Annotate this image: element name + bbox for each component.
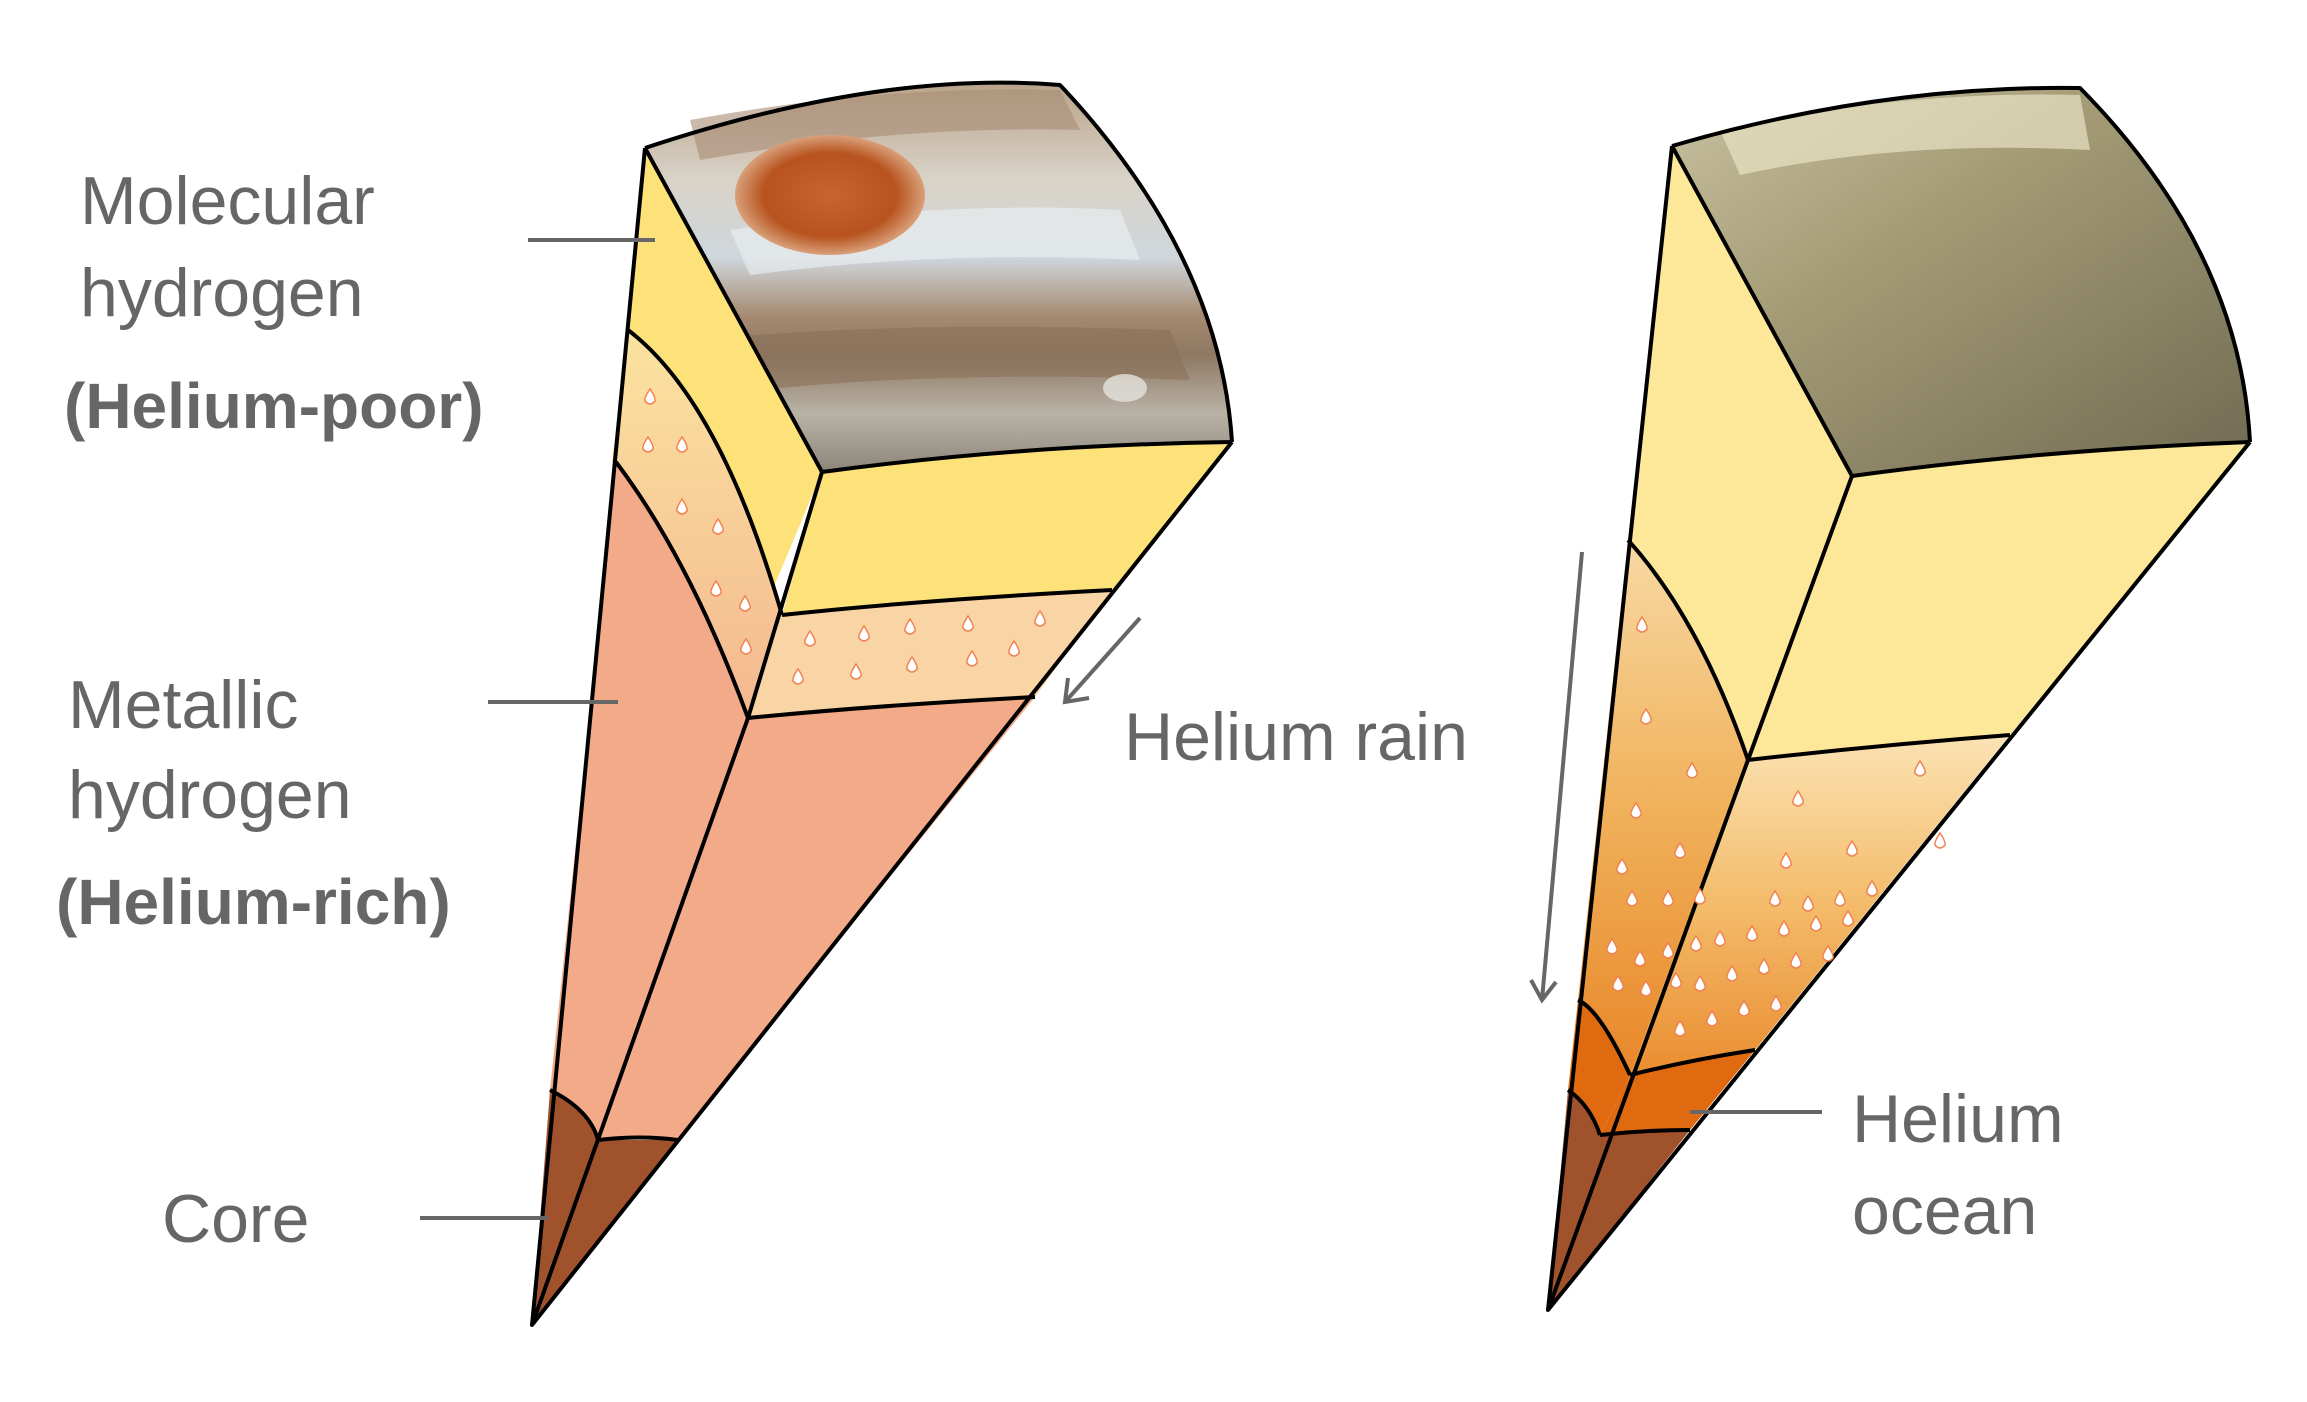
helium-droplet-icon <box>1670 971 1682 989</box>
helium-rain-short-arrow-icon <box>1063 616 1142 704</box>
helium-droplet-icon <box>1706 1009 1718 1027</box>
helium-droplet-icon <box>739 594 751 612</box>
helium-rain-long-arrow-icon <box>1540 551 1584 1001</box>
helium-droplet-icon <box>1616 857 1628 875</box>
helium-droplet-icon <box>1914 759 1926 777</box>
helium-rain-zone-left-face <box>1578 540 1748 1075</box>
saturn-core <box>1548 1090 1690 1310</box>
helium-droplet-icon <box>676 435 688 453</box>
core-label: Core <box>162 1181 309 1257</box>
helium-rain-short-arrowhead <box>1062 677 1090 705</box>
helium-droplets-left <box>642 387 1046 685</box>
metallic-hydrogen-label-line1: Metallic <box>68 667 299 743</box>
helium-droplet-icon <box>1606 937 1618 955</box>
helium-droplet-icon <box>1778 919 1790 937</box>
helium-droplet-icon <box>1842 909 1854 927</box>
helium-droplet-icon <box>1792 789 1804 807</box>
helium-droplet-icon <box>1034 609 1046 627</box>
helium-droplet-icon <box>740 637 752 655</box>
helium-droplet-icon <box>1770 994 1782 1012</box>
helium-droplet-icon <box>1790 951 1802 969</box>
helium-droplet-icon <box>1934 831 1946 849</box>
saturn-wedge <box>1546 85 2252 1312</box>
helium-droplet-icon <box>1626 889 1638 907</box>
helium-droplet-icon <box>966 649 978 667</box>
molecular-hydrogen-layer-right-face <box>782 442 1232 615</box>
molecular-hydrogen-label-line1: Molecular <box>80 163 375 239</box>
great-red-spot <box>735 135 925 255</box>
helium-droplet-icon <box>1769 889 1781 907</box>
helium-droplet-icon <box>1738 999 1750 1017</box>
helium-droplet-icon <box>710 579 722 597</box>
jupiter-wedge <box>530 80 1234 1327</box>
transition-layer-left-face <box>616 330 782 718</box>
helium-droplet-icon <box>642 435 654 453</box>
helium-droplet-icon <box>1686 761 1698 779</box>
helium-droplet-icon <box>904 617 916 635</box>
helium-droplet-icon <box>1694 887 1706 905</box>
helium-droplet-icon <box>1636 615 1648 633</box>
helium-droplet-icon <box>1612 974 1624 992</box>
helium-droplet-icon <box>1726 964 1738 982</box>
helium-droplet-icon <box>1640 707 1652 725</box>
white-oval <box>1103 374 1147 402</box>
helium-droplet-icon <box>1810 914 1822 932</box>
molecular-hydrogen-label-line2: hydrogen <box>80 255 364 331</box>
helium-poor-label: (Helium-poor) <box>64 370 484 442</box>
helium-droplet-icon <box>1008 639 1020 657</box>
helium-droplet-icon <box>1694 974 1706 992</box>
helium-ocean-label-line1: Helium <box>1852 1081 2064 1157</box>
helium-droplet-icon <box>1640 979 1652 997</box>
saturn-cloud-surface <box>1672 87 2250 476</box>
helium-droplet-icon <box>1630 801 1642 819</box>
jupiter-band-1 <box>700 326 1190 390</box>
helium-droplet-icon <box>1662 941 1674 959</box>
helium-droplet-icon <box>676 497 688 515</box>
molecular-hydrogen-layer-right-face-saturn <box>1748 442 2250 760</box>
helium-droplet-icon <box>1822 944 1834 962</box>
helium-rain-label: Helium rain <box>1124 699 1468 775</box>
helium-droplets-right <box>1606 615 1946 1037</box>
helium-droplet-icon <box>906 655 918 673</box>
molecular-hydrogen-layer-left-face-saturn <box>1628 146 1852 760</box>
helium-rain-long-arrowhead <box>1529 979 1558 1004</box>
helium-droplet-icon <box>858 624 870 642</box>
helium-droplet-icon <box>1690 934 1702 952</box>
helium-droplet-icon <box>1834 889 1846 907</box>
helium-droplet-icon <box>1634 949 1646 967</box>
helium-droplet-icon <box>1714 929 1726 947</box>
helium-droplet-icon <box>644 387 656 405</box>
helium-droplet-icon <box>1780 851 1792 869</box>
helium-droplet-icon <box>962 614 974 632</box>
transition-layer-right-face <box>748 590 1112 718</box>
helium-droplet-icon <box>1802 894 1814 912</box>
metallic-hydrogen-layer-right-face <box>598 697 1035 1140</box>
helium-droplet-icon <box>792 667 804 685</box>
helium-droplet-icon <box>1758 957 1770 975</box>
helium-droplet-icon <box>1866 879 1878 897</box>
metallic-hydrogen-label-line2: hydrogen <box>68 757 352 833</box>
helium-droplet-icon <box>1846 839 1858 857</box>
helium-droplet-icon <box>804 629 816 647</box>
jupiter-core <box>532 1090 678 1325</box>
helium-ocean-label-line2: ocean <box>1852 1173 2037 1249</box>
helium-droplet-icon <box>850 662 862 680</box>
helium-droplet-icon <box>1674 1019 1686 1037</box>
helium-rich-label: (Helium-rich) <box>56 866 451 938</box>
helium-droplet-icon <box>1674 841 1686 859</box>
helium-ocean-layer-right-face <box>1600 1050 1755 1135</box>
helium-droplet-icon <box>1662 889 1674 907</box>
helium-rain-zone-right-face <box>1630 735 2010 1075</box>
helium-droplet-icon <box>1746 924 1758 942</box>
helium-droplet-icon <box>712 517 724 535</box>
saturn-storm-band <box>1720 94 2090 175</box>
